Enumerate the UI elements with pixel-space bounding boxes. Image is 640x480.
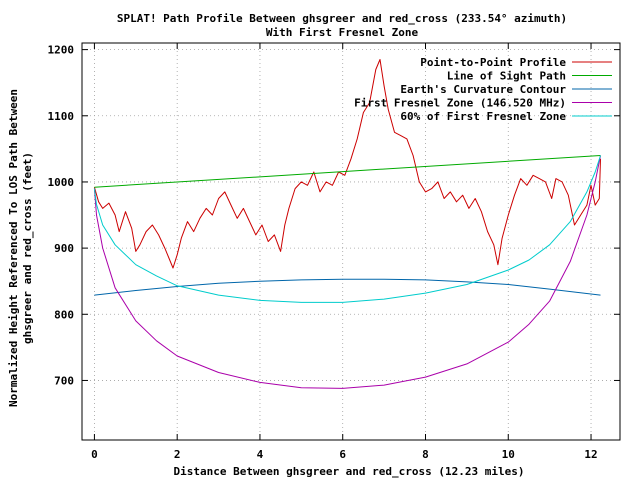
chart-subtitle: With First Fresnel Zone bbox=[266, 26, 419, 39]
legend-label-first-fresnel-zone-146-520-mhz: First Fresnel Zone (146.520 MHz) bbox=[354, 97, 566, 110]
x-tick-label: 10 bbox=[502, 448, 515, 461]
y-tick-label: 700 bbox=[54, 374, 74, 387]
y-tick-label: 1200 bbox=[48, 44, 75, 57]
y-axis-label-line2: ghsgreer and red_cross (feet) bbox=[21, 152, 34, 344]
series-line-line-of-sight-path bbox=[94, 155, 601, 188]
series-lines bbox=[93, 59, 601, 389]
legend-label-line-of-sight-path: Line of Sight Path bbox=[447, 70, 566, 83]
y-tick-label: 800 bbox=[54, 308, 74, 321]
axis-ticks: 0 2 4 6 8 10 12 700 800 900 1000 1100 1200 bbox=[48, 43, 620, 461]
x-tick-label: 4 bbox=[257, 448, 264, 461]
legend-label-point-to-point-profile: Point-to-Point Profile bbox=[420, 56, 566, 69]
series-line-60-of-first-fresnel-zone bbox=[93, 155, 601, 303]
legend-label-60-of-first-fresnel-zone: 60% of First Fresnel Zone bbox=[400, 110, 566, 123]
x-tick-label: 0 bbox=[91, 448, 98, 461]
y-axis-label: Normalized Height Referenced To LOS Path… bbox=[7, 89, 20, 407]
legend-label-earth-s-curvature-contour: Earth's Curvature Contour bbox=[400, 83, 566, 96]
y-tick-label: 1000 bbox=[48, 176, 75, 189]
series-line-earth-s-curvature-contour bbox=[94, 278, 601, 296]
series-line-first-fresnel-zone-146-520-mhz bbox=[93, 155, 601, 389]
x-tick-label: 6 bbox=[339, 448, 346, 461]
y-tick-label: 900 bbox=[54, 242, 74, 255]
chart-title: SPLAT! Path Profile Between ghsgreer and… bbox=[117, 12, 567, 25]
x-tick-label: 12 bbox=[584, 448, 597, 461]
x-axis-label: Distance Between ghsgreer and red_cross … bbox=[174, 465, 525, 478]
x-tick-label: 8 bbox=[422, 448, 429, 461]
y-tick-label: 1100 bbox=[48, 110, 75, 123]
plot-area-frame bbox=[81, 42, 621, 441]
series-line-point-to-point-profile bbox=[93, 59, 601, 269]
x-tick-label: 2 bbox=[174, 448, 181, 461]
grid bbox=[82, 43, 620, 440]
